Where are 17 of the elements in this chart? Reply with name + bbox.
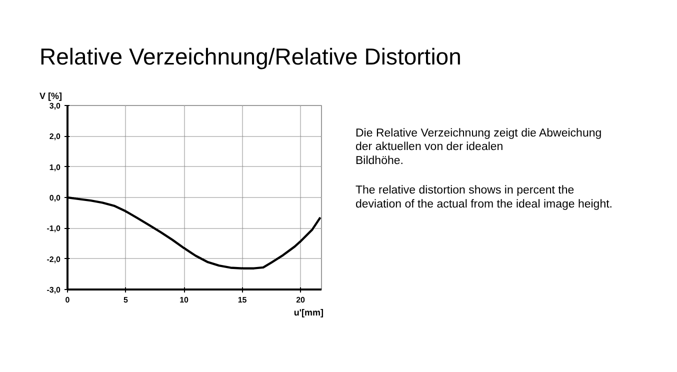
y-tick-label: 3,0	[49, 102, 62, 110]
text: The relative distortion shows in percent the deviation of the actual from the ideal image height.	[356, 184, 612, 211]
x-tick-label: 5	[124, 296, 129, 304]
x-tick-label: 15	[238, 296, 248, 304]
y-tick-label: 1,0	[49, 162, 62, 172]
y-tick-label: 0,0	[49, 194, 62, 202]
x-axis-title: u'[mm]	[294, 308, 324, 318]
y-tick-label: 2,0	[49, 132, 62, 142]
y-axis-title: V [%]	[40, 91, 62, 101]
y-tick-label: -1,0	[46, 224, 62, 234]
y-tick-label: -3,0	[46, 286, 62, 294]
text: Die Relative Verzeichnung zeigt die Abweichung der aktuellen von der idealen Bildhöhe.	[356, 127, 602, 168]
x-tick-label: 10	[180, 296, 190, 304]
y-tick-label: -2,0	[46, 254, 62, 264]
x-tick-label: 0	[65, 296, 70, 304]
chart-title: Relative Verzeichnung/Relative Distortion	[40, 44, 462, 70]
x-tick-label: 20	[296, 296, 306, 304]
